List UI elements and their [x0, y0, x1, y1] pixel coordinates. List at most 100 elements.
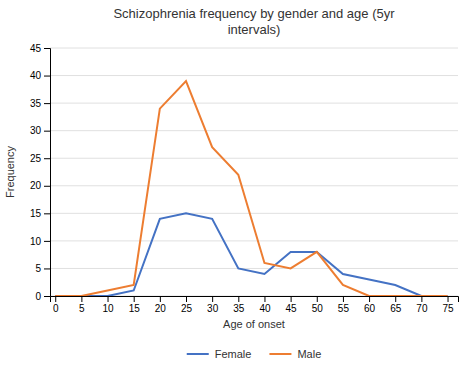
- y-tick: 35: [30, 98, 50, 109]
- legend-swatch: [269, 353, 291, 355]
- x-tick-label: 20: [155, 303, 167, 314]
- y-tick-label: 30: [30, 125, 42, 136]
- y-tick-label: 15: [30, 208, 42, 219]
- x-tick: 60: [364, 296, 376, 314]
- y-tick-mark: [44, 241, 50, 242]
- grid: [50, 48, 458, 296]
- x-tick-label: 25: [181, 303, 193, 314]
- plot-area: 0 5 10 15 20 25 30 35 40 45 50 55 60 65 70 75 0 5 10 15 20 25…: [30, 43, 459, 314]
- x-tick-label: 35: [233, 303, 245, 314]
- x-tick: 5: [79, 296, 85, 314]
- x-tick-label: 5: [79, 303, 85, 314]
- x-tick: 75: [442, 296, 454, 314]
- y-tick-label: 25: [30, 153, 42, 164]
- x-tick: 45: [286, 296, 298, 314]
- y-tick-label: 40: [30, 70, 42, 81]
- x-axis-title: Age of onset: [223, 318, 285, 330]
- x-tick-label: 60: [364, 303, 376, 314]
- x-tick: 10: [102, 296, 114, 314]
- y-tick: 0: [35, 291, 50, 302]
- chart: 0 5 10 15 20 25 30 35 40 45 50 55 60 65 70 75 0 5 10 15 20 25…: [0, 0, 474, 370]
- x-tick-mark: [369, 296, 370, 302]
- x-tick-mark: [448, 296, 449, 302]
- grid-line: [50, 48, 458, 49]
- y-axis-line: [44, 49, 51, 297]
- x-tick-label: 70: [416, 303, 428, 314]
- title: Schizophrenia frequency by gender and ag…: [113, 6, 395, 37]
- x-axis: 0 5 10 15 20 25 30 35 40 45 50 55 60 65 70 75: [51, 296, 459, 314]
- x-tick-label: 50: [312, 303, 324, 314]
- y-tick: 5: [35, 263, 50, 274]
- grid-line: [50, 103, 458, 104]
- x-tick: 70: [416, 296, 428, 314]
- y-tick-mark: [44, 186, 50, 187]
- series-line: [55, 213, 447, 296]
- x-tick-mark: [81, 296, 82, 302]
- legend-swatch: [187, 353, 209, 355]
- x-tick-label: 45: [286, 303, 298, 314]
- x-tick-mark: [55, 296, 56, 302]
- legend-item: Male: [269, 348, 321, 360]
- x-tick-mark: [395, 296, 396, 302]
- x-tick-label: 75: [442, 303, 454, 314]
- grid-line: [50, 158, 458, 159]
- legend-item: Female: [187, 348, 252, 360]
- x-tick-label: 0: [53, 303, 59, 314]
- x-tick-mark: [343, 296, 344, 302]
- x-tick-label: 15: [129, 303, 141, 314]
- x-tick: 65: [390, 296, 402, 314]
- x-tick: 30: [207, 296, 219, 314]
- y-tick-label: 0: [35, 291, 41, 302]
- y-tick-mark: [44, 131, 50, 132]
- x-tick-mark: [186, 296, 187, 302]
- y-tick-mark: [44, 158, 50, 159]
- x-tick-mark: [264, 296, 265, 302]
- y-axis: 0 5 10 15 20 25 30 35 40 45: [30, 43, 51, 302]
- legend: Female Male: [187, 348, 322, 360]
- y-tick-mark: [44, 268, 50, 269]
- grid-line: [50, 240, 458, 241]
- y-tick: 45: [30, 43, 50, 54]
- x-tick: 0: [53, 296, 59, 314]
- grid-line: [50, 75, 458, 76]
- lines: [55, 81, 447, 296]
- x-tick-mark: [160, 296, 161, 302]
- x-tick-mark: [291, 296, 292, 302]
- y-tick: 40: [30, 70, 50, 81]
- x-tick: 25: [181, 296, 193, 314]
- y-tick-mark: [44, 76, 50, 77]
- y-tick-mark: [44, 48, 50, 49]
- x-tick: 35: [233, 296, 245, 314]
- x-tick-mark: [317, 296, 318, 302]
- x-tick-mark: [108, 296, 109, 302]
- x-tick: 50: [312, 296, 324, 314]
- y-tick-label: 20: [30, 180, 42, 191]
- x-tick: 55: [338, 296, 350, 314]
- legend-label: Male: [297, 348, 321, 360]
- grid-line: [50, 268, 458, 269]
- x-tick-label: 10: [102, 303, 114, 314]
- x-tick-label: 65: [390, 303, 402, 314]
- y-tick: 15: [30, 208, 50, 219]
- x-tick: 20: [155, 296, 167, 314]
- x-axis-line: [51, 297, 459, 303]
- y-tick-mark: [44, 213, 50, 214]
- x-tick-label: 30: [207, 303, 219, 314]
- y-tick: 20: [30, 180, 50, 191]
- x-tick-mark: [212, 296, 213, 302]
- y-tick: 10: [30, 236, 50, 247]
- y-axis-title: Frequency: [4, 146, 16, 198]
- series-line: [55, 81, 447, 296]
- y-tick: 25: [30, 153, 50, 164]
- x-tick: 40: [259, 296, 271, 314]
- grid-line: [50, 130, 458, 131]
- y-tick-label: 10: [30, 236, 42, 247]
- y-tick: 30: [30, 125, 50, 136]
- x-tick-label: 55: [338, 303, 350, 314]
- x-tick: 15: [129, 296, 141, 314]
- legend-label: Female: [215, 348, 252, 360]
- x-tick-mark: [134, 296, 135, 302]
- y-tick-mark: [44, 103, 50, 104]
- x-tick-mark: [238, 296, 239, 302]
- x-tick-mark: [421, 296, 422, 302]
